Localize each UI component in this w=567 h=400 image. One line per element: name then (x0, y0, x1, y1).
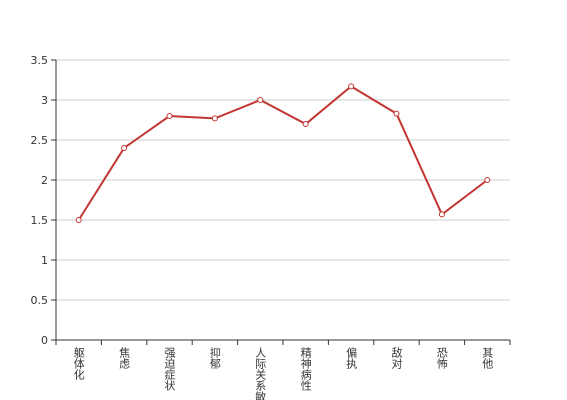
x-tick-label: 焦虑 (118, 347, 131, 369)
point (302, 121, 309, 127)
x-tick-label: 敌对 (390, 346, 403, 369)
y-tick-label: 1 (41, 254, 48, 267)
x-tick-label: 精神病性 (299, 347, 312, 392)
x-tick-label: 强迫症状 (163, 347, 176, 391)
y-tick-label: 2.5 (31, 134, 49, 147)
y-tick-label: 3.5 (31, 54, 49, 67)
point (484, 177, 491, 183)
y-tick-label: 3 (41, 94, 48, 107)
point (393, 110, 400, 117)
x-tick-label: 其他 (481, 347, 494, 369)
x-tick-label: 恐怖 (435, 347, 448, 369)
x-tick-label: 躯体化 (72, 347, 85, 381)
y-tick-label: 0.5 (31, 294, 49, 307)
point (75, 217, 82, 223)
point (121, 145, 128, 151)
y-tick-label: 1.5 (31, 214, 49, 227)
point (166, 113, 173, 119)
point (257, 97, 264, 103)
line (77, 85, 488, 221)
point (438, 211, 445, 218)
point (211, 115, 218, 122)
y-tick-label: 0 (41, 334, 48, 347)
y-tick-label: 2 (41, 174, 48, 187)
x-tick-label: 抑郁 (208, 346, 221, 369)
x-tick-label: 偏执 (345, 346, 358, 370)
x-tick-label: 人际关系敏感 (254, 347, 267, 400)
point (348, 83, 355, 90)
